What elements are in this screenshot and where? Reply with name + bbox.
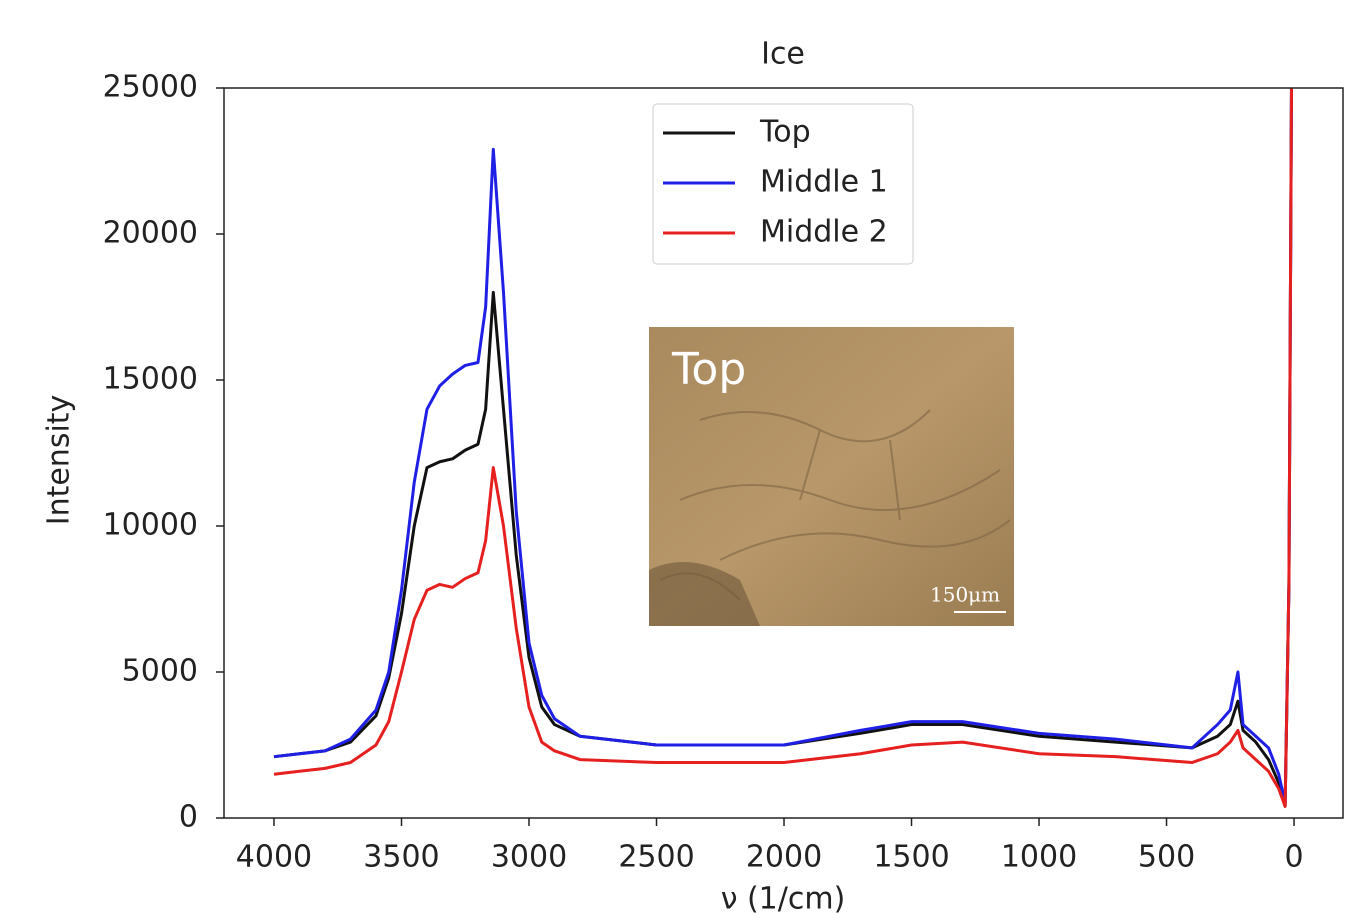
y-tick-label: 20000 (103, 216, 198, 251)
photo-texture (659, 409, 1011, 601)
chart-title: Ice (761, 37, 805, 72)
y-tick-label: 0 (179, 800, 198, 835)
x-tick-label: 2000 (746, 840, 822, 875)
legend-label: Middle 2 (760, 215, 888, 250)
series-line (273, 88, 1293, 808)
y-tick-label: 10000 (103, 508, 198, 543)
series-line (273, 88, 1293, 805)
x-tick-label: 2500 (618, 840, 694, 875)
legend-box (652, 103, 914, 265)
x-tick-label: 3000 (491, 840, 567, 875)
x-tick-label: 1500 (873, 840, 949, 875)
x-tick-label: 3500 (363, 840, 439, 875)
y-tick-label: 5000 (122, 654, 198, 689)
y-axis-label: Intensity (42, 395, 77, 526)
inset-photo: Top 150μm (649, 327, 1014, 626)
legend-label: Middle 1 (760, 165, 888, 200)
scale-bar-label: 150μm (930, 583, 1000, 607)
legend-label: Top (759, 115, 811, 150)
x-tick-label: 4000 (236, 840, 312, 875)
x-tick-label: 500 (1138, 840, 1195, 875)
inset-label: Top (671, 344, 746, 395)
y-tick-label: 15000 (103, 362, 198, 397)
y-tick-label: 25000 (103, 70, 198, 105)
x-tick-label: 0 (1284, 840, 1303, 875)
x-axis-label: ν (1/cm) (721, 882, 846, 913)
x-tick-label: 1000 (1001, 840, 1077, 875)
photo-shadow (649, 562, 760, 626)
plot-lines (273, 88, 1293, 808)
legend: Top Middle 1 Middle 2 (652, 103, 914, 265)
